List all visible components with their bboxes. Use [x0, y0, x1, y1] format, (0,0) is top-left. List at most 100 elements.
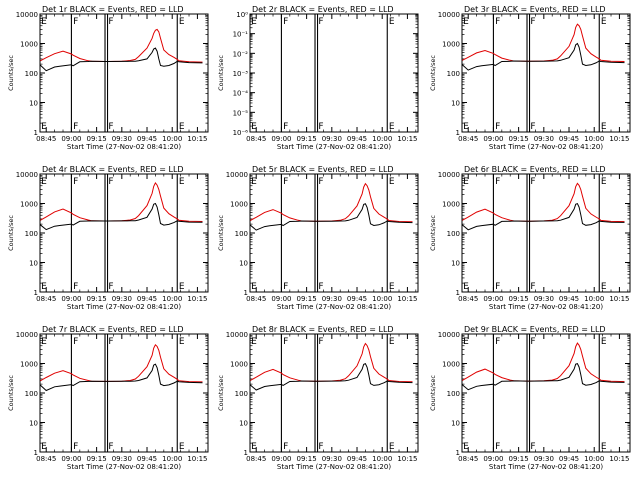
interval-letter-top: F — [530, 337, 535, 347]
interval-letter-bottom: E — [41, 442, 47, 452]
y-axis-label: Counts/sec — [217, 55, 225, 91]
y-tick-label: 1 — [456, 129, 460, 137]
interval-letter-top: F — [108, 17, 113, 27]
interval-letter-bottom: F — [108, 122, 113, 132]
y-tick-label: 10000 — [226, 331, 248, 339]
x-tick-label: 08:45 — [458, 455, 478, 463]
plot-frame — [461, 173, 631, 293]
interval-letter-top: F — [108, 177, 113, 187]
y-tick-label: 1000 — [20, 361, 38, 369]
x-tick-label: 09:30 — [322, 135, 342, 143]
detector-panel-5: Det 5r BLACK = Events, RED = LLD 1 10 100 10… — [217, 165, 419, 311]
lld-series-line — [40, 343, 203, 383]
interval-letter-top: F — [283, 337, 288, 347]
interval-letter-bottom: E — [463, 282, 469, 292]
y-tick-label: 10000 — [16, 331, 38, 339]
interval-letter-top: E — [179, 337, 185, 347]
x-axis-label: Start Time (27-Nov-02 08:41:20) — [489, 303, 603, 311]
x-tick-label: 09:30 — [322, 455, 342, 463]
plot-frame — [39, 333, 209, 453]
interval-letter-bottom: F — [318, 442, 323, 452]
x-tick-label: 10:00 — [372, 135, 392, 143]
x-tick-label: 10:15 — [609, 455, 629, 463]
y-tick-label: 100 — [447, 230, 460, 238]
interval-letter-bottom: F — [73, 442, 78, 452]
plot-frame — [39, 13, 209, 133]
panel-title: Det 1r BLACK = Events, RED = LLD — [42, 5, 184, 14]
x-tick-label: 09:00 — [61, 455, 81, 463]
detector-panel-1: Det 1r BLACK = Events, RED = LLD 1 10 100 10… — [7, 5, 209, 151]
x-tick-label: 09:00 — [271, 295, 291, 303]
x-tick-label: 09:00 — [61, 135, 81, 143]
x-tick-label: 10:15 — [187, 455, 207, 463]
interval-letter-top: F — [108, 337, 113, 347]
lld-series-line — [40, 181, 203, 222]
events-series-line — [39, 363, 203, 392]
x-tick-label: 09:15 — [87, 135, 107, 143]
interval-letter-top: E — [601, 337, 607, 347]
interval-letter-bottom: F — [73, 122, 78, 132]
y-tick-label: 10000 — [16, 11, 38, 19]
interval-letter-bottom: F — [283, 282, 288, 292]
plot-frame — [39, 173, 209, 293]
interval-letter-bottom: F — [318, 122, 323, 132]
y-tick-label: 10⁻⁵ — [233, 109, 249, 117]
x-tick-label: 09:00 — [61, 295, 81, 303]
x-tick-label: 10:15 — [397, 455, 417, 463]
interval-letter-bottom: E — [463, 442, 469, 452]
x-tick-label: 08:45 — [36, 295, 56, 303]
lld-series-line — [462, 23, 625, 62]
detector-panel-6: Det 6r BLACK = Events, RED = LLD 1 10 100 10… — [429, 165, 631, 311]
x-tick-label: 08:45 — [246, 295, 266, 303]
events-series-line — [39, 47, 203, 72]
x-tick-label: 09:45 — [137, 455, 157, 463]
interval-letter-top: E — [601, 177, 607, 187]
interval-letter-bottom: E — [601, 122, 607, 132]
y-tick-label: 1 — [34, 449, 38, 457]
interval-letter-top: F — [73, 337, 78, 347]
y-tick-label: 100 — [447, 390, 460, 398]
x-tick-label: 09:15 — [297, 135, 317, 143]
x-tick-label: 10:00 — [584, 455, 604, 463]
x-tick-label: 08:45 — [246, 455, 266, 463]
y-tick-label: 10000 — [438, 171, 460, 179]
y-tick-label: 1 — [244, 449, 248, 457]
interval-letter-top: F — [318, 177, 323, 187]
x-tick-label: 09:00 — [483, 135, 503, 143]
y-tick-label: 100 — [235, 230, 248, 238]
x-tick-label: 09:45 — [347, 295, 367, 303]
interval-letter-bottom: E — [463, 122, 469, 132]
detector-panel-9: Det 9r BLACK = Events, RED = LLD 1 10 100 10… — [429, 325, 631, 471]
interval-letter-top: E — [251, 177, 257, 187]
y-axis-label: Counts/sec — [217, 375, 225, 411]
interval-letter-top: F — [495, 177, 500, 187]
x-axis-label: Start Time (27-Nov-02 08:41:20) — [489, 143, 603, 151]
x-tick-label: 09:30 — [112, 135, 132, 143]
x-tick-label: 09:30 — [534, 135, 554, 143]
lld-series-line — [40, 28, 203, 63]
y-tick-label: 100 — [447, 70, 460, 78]
interval-letter-bottom: F — [495, 442, 500, 452]
x-tick-label: 10:15 — [187, 295, 207, 303]
y-tick-label: 10000 — [226, 171, 248, 179]
interval-letter-bottom: F — [108, 442, 113, 452]
x-tick-label: 09:45 — [559, 295, 579, 303]
x-tick-label: 10:15 — [397, 135, 417, 143]
interval-letter-top: E — [389, 337, 395, 347]
interval-letter-top: F — [73, 17, 78, 27]
y-tick-label: 1 — [244, 289, 248, 297]
x-tick-label: 09:45 — [559, 455, 579, 463]
y-tick-label: 10⁻¹ — [233, 31, 249, 39]
interval-letter-top: E — [179, 17, 185, 27]
panel-title: Det 9r BLACK = Events, RED = LLD — [464, 325, 606, 334]
x-tick-label: 10:00 — [162, 135, 182, 143]
y-tick-label: 100 — [235, 390, 248, 398]
y-tick-label: 10 — [451, 100, 460, 108]
y-tick-label: 1000 — [230, 361, 248, 369]
interval-letter-bottom: F — [495, 282, 500, 292]
x-tick-label: 09:00 — [483, 295, 503, 303]
y-tick-label: 10 — [29, 260, 38, 268]
x-tick-label: 09:15 — [509, 295, 529, 303]
interval-letter-top: F — [73, 177, 78, 187]
y-tick-label: 1000 — [20, 41, 38, 49]
